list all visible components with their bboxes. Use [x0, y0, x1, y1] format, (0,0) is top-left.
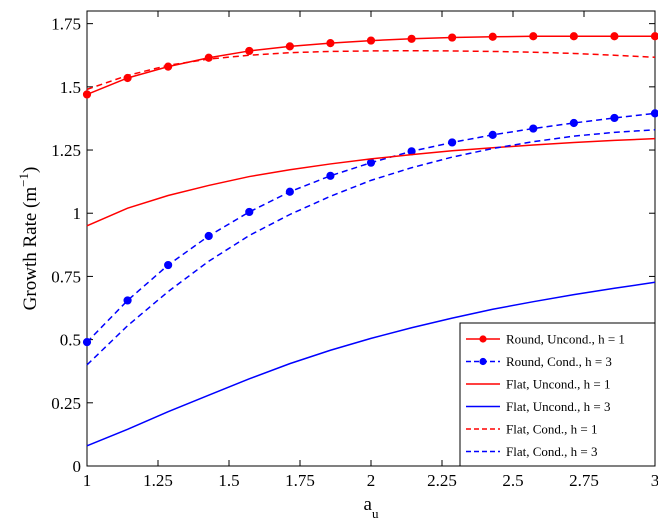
- data-point: [82, 90, 92, 99]
- x-tick-label: 1.5: [218, 471, 239, 490]
- legend-entry: Flat, Uncond., h = 3: [466, 399, 610, 414]
- legend-label: Flat, Cond., h = 3: [506, 444, 597, 459]
- data-point: [650, 32, 658, 41]
- y-tick-label: 0.25: [51, 394, 81, 413]
- data-point: [569, 32, 578, 41]
- data-point: [610, 113, 619, 123]
- data-point: [366, 158, 376, 167]
- data-point: [407, 34, 416, 43]
- x-tick-label: 1.75: [285, 471, 315, 490]
- legend: Round, Uncond., h = 1 Round, Cond., h = 3…: [459, 322, 656, 467]
- x-axis: 1 1.25 1.5 1.75 2 2.25 2.5 2.75 3: [83, 11, 658, 490]
- data-point: [448, 138, 457, 147]
- data-point: [569, 118, 578, 128]
- series-line: [86, 49, 656, 91]
- x-tick-label: 1: [83, 471, 92, 490]
- y-tick-label: 1: [73, 204, 82, 223]
- legend-label: Round, Uncond., h = 1: [506, 332, 625, 347]
- series-flat-uncond-h-3: [86, 281, 656, 447]
- series-line: [86, 137, 656, 227]
- data-point: [204, 53, 213, 62]
- data-point: [245, 207, 254, 217]
- legend-marker: [479, 335, 487, 343]
- data-point: [326, 171, 335, 180]
- data-point: [285, 187, 294, 196]
- data-point: [245, 46, 254, 56]
- series-round-uncond-h-1: [82, 32, 658, 99]
- y-tick-label: 0: [73, 457, 82, 476]
- legend-entry: Flat, Uncond., h = 1: [466, 377, 610, 392]
- data-point: [650, 109, 658, 118]
- series-line: [86, 112, 656, 343]
- x-tick-label: 1.25: [143, 471, 173, 490]
- data-point: [448, 33, 457, 42]
- data-point: [82, 338, 92, 347]
- legend-entry: Round, Uncond., h = 1: [466, 332, 625, 347]
- legend-label: Flat, Uncond., h = 1: [506, 377, 610, 392]
- x-axis-label: au: [364, 494, 379, 519]
- y-tick-label: 0.75: [51, 267, 81, 286]
- series-round-cond-h-3: [82, 109, 658, 347]
- x-tick-label: 3: [651, 471, 658, 490]
- y-axis-label-main: Growth Rate (m: [20, 187, 41, 311]
- data-point: [285, 42, 294, 51]
- x-tick-label: 2.75: [569, 471, 599, 490]
- x-tick-label: 2: [367, 471, 376, 490]
- legend-marker: [479, 357, 487, 366]
- series-layer: [82, 32, 658, 447]
- data-point: [204, 231, 213, 241]
- y-axis-label: Growth Rate (m−1): [16, 167, 41, 311]
- x-tick-label: 2.5: [502, 471, 523, 490]
- y-axis: 0 0.25 0.5 0.75 1 1.25 1.5 1.75: [51, 15, 655, 476]
- data-point: [164, 260, 173, 270]
- data-point: [529, 124, 538, 133]
- series-flat-cond-h-1: [86, 49, 656, 91]
- series-line: [86, 281, 656, 447]
- legend-entry: Round, Cond., h = 3: [466, 354, 612, 369]
- series-flat-uncond-h-1: [86, 137, 656, 227]
- y-tick-label: 1.25: [51, 141, 81, 160]
- legend-label: Round, Cond., h = 3: [506, 354, 612, 369]
- y-axis-label-close: ): [20, 167, 41, 173]
- x-axis-label-subscript: u: [372, 506, 379, 519]
- data-point: [123, 296, 132, 305]
- series-line: [86, 35, 655, 96]
- data-point: [610, 32, 619, 41]
- legend-entry: Flat, Cond., h = 1: [466, 422, 597, 437]
- y-tick-label: 0.5: [60, 331, 81, 350]
- x-axis-label-main: a: [364, 494, 373, 515]
- data-point: [366, 36, 376, 45]
- x-tick-label: 2.25: [427, 471, 457, 490]
- legend-box: [459, 322, 656, 467]
- data-point: [488, 32, 497, 41]
- data-point: [488, 130, 497, 139]
- y-axis-label-superscript: −1: [16, 173, 31, 187]
- legend-label: Flat, Cond., h = 1: [506, 422, 597, 437]
- series-line: [86, 129, 656, 366]
- series-flat-cond-h-3: [86, 129, 656, 366]
- y-tick-label: 1.75: [51, 15, 81, 34]
- data-point: [326, 39, 335, 48]
- data-point: [529, 32, 538, 41]
- legend-entry: Flat, Cond., h = 3: [466, 444, 597, 459]
- legend-label: Flat, Uncond., h = 3: [506, 399, 610, 414]
- y-tick-label: 1.5: [60, 78, 81, 97]
